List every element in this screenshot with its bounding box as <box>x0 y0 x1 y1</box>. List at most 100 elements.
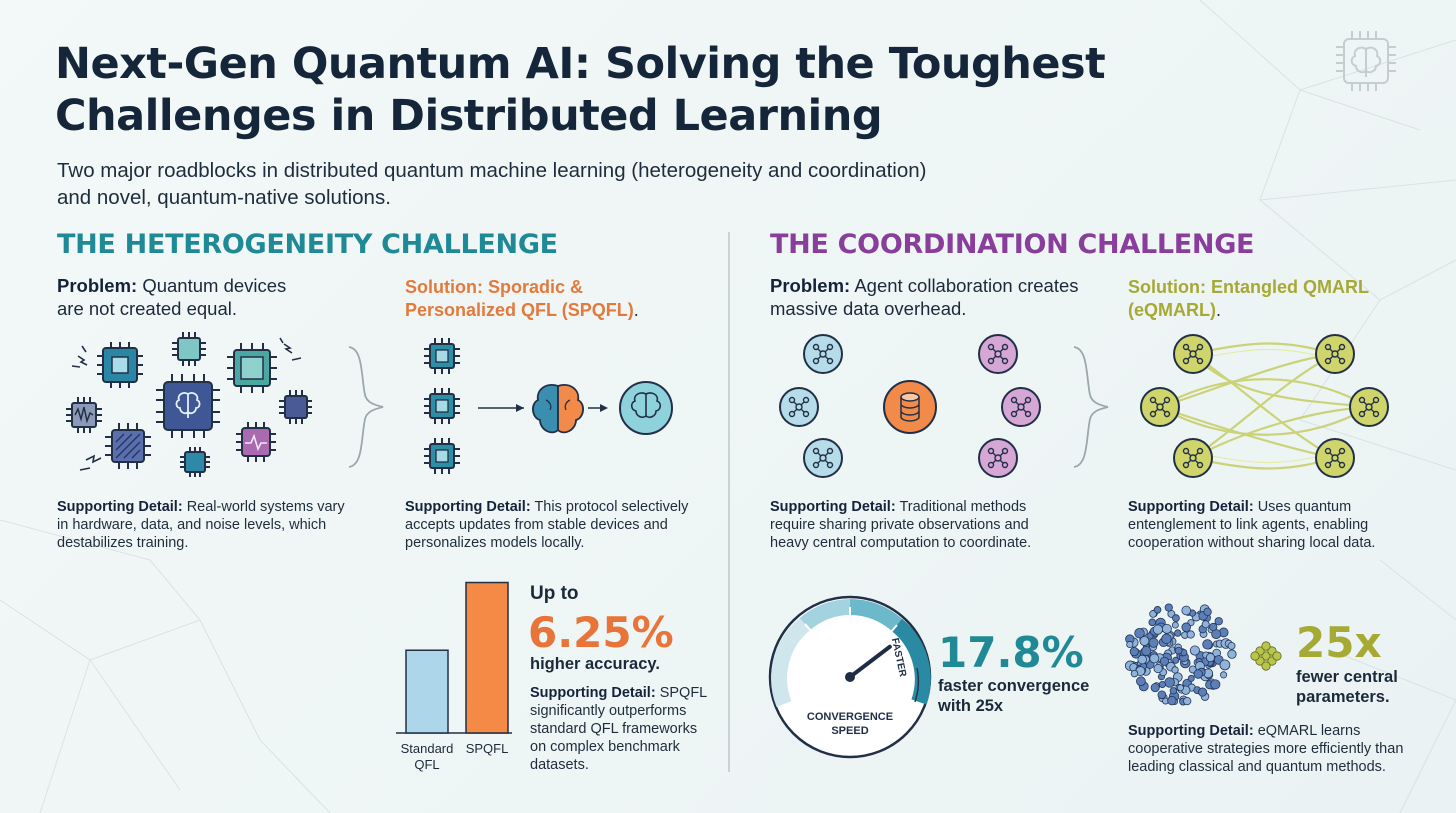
parameter-cluster-icon <box>1125 603 1282 706</box>
bar-category-label: QFL <box>414 757 439 772</box>
coordination-solution-detail: Supporting Detail: Uses quantum entengle… <box>1128 499 1376 551</box>
parameter-dot <box>1205 652 1215 663</box>
coordination-stat1-label-line1: faster convergence <box>938 677 1090 695</box>
parameter-dot <box>1150 683 1160 693</box>
parameter-dot <box>1153 606 1162 614</box>
coordination-problem-label: Problem: <box>770 275 851 296</box>
reduced-parameter-dot <box>1272 651 1282 661</box>
page-subtitle: Two major roadblocks in distributed quan… <box>57 159 927 209</box>
parameter-dot <box>1158 680 1166 689</box>
coordination-stat2-value: 25x <box>1296 618 1382 667</box>
agent-node-icon <box>1315 438 1355 478</box>
gauge-needle <box>848 644 892 679</box>
parameter-dot <box>1171 666 1179 674</box>
reduced-parameter-dot <box>1261 661 1271 671</box>
chip-icon <box>97 342 143 388</box>
parameter-dot <box>1209 622 1218 632</box>
parameter-dot <box>1161 623 1172 634</box>
heterogeneity-section-title: THE HETEROGENEITY CHALLENGE <box>57 229 558 260</box>
coordination-stat2-label-line1: fewer central <box>1296 668 1398 686</box>
reduced-parameter-dot <box>1250 651 1260 661</box>
coordination-problem-detail: Supporting Detail: Traditional methods r… <box>770 499 1032 551</box>
agent-node-icon <box>1173 334 1213 374</box>
parameter-dot <box>1148 618 1157 627</box>
bar-standard-qfl <box>405 649 449 734</box>
parameter-dot <box>1139 636 1150 646</box>
parameter-dot <box>1136 676 1146 687</box>
parameter-dot <box>1157 690 1167 700</box>
bar-category-label: Standard <box>401 741 454 756</box>
heterogeneity-stat-detail: Supporting Detail: SPQFL significantly o… <box>530 685 707 773</box>
chip-icon <box>180 447 210 477</box>
brain-icon <box>532 384 584 434</box>
parameter-dot <box>1176 684 1185 692</box>
parameter-dot <box>1201 620 1210 629</box>
heterogeneity-solution-detail: Supporting Detail: This protocol selecti… <box>405 499 689 551</box>
parameter-dot <box>1219 659 1231 671</box>
parameter-dot <box>1152 624 1164 635</box>
chip-icon <box>424 338 460 374</box>
coordination-stat2-detail: Supporting Detail: eQMARL learns coopera… <box>1128 723 1404 775</box>
agent-node-icon <box>1140 387 1180 427</box>
brain-icon <box>619 381 673 435</box>
parameter-dot <box>1153 663 1163 674</box>
agent-node-icon <box>803 438 843 478</box>
chip-icon <box>227 343 277 393</box>
agent-node-icon <box>803 334 843 374</box>
gauge-label-line2: SPEED <box>831 725 868 737</box>
chip-icon <box>172 332 206 366</box>
parameter-dot <box>1187 674 1195 682</box>
agent-node-icon <box>1349 387 1389 427</box>
section-divider <box>728 232 730 772</box>
agent-node-icon <box>1315 334 1355 374</box>
spqfl-protocol-illustration <box>424 338 673 474</box>
parameter-dot <box>1141 646 1152 657</box>
heterogeneity-problem: Problem: Quantum devices are not created… <box>57 274 317 320</box>
heterogeneity-problem-detail: Supporting Detail: Real-world systems va… <box>57 499 345 551</box>
chip-icon <box>236 422 276 462</box>
parameter-dot <box>1149 653 1160 664</box>
entangled-agents-illustration <box>1140 334 1389 478</box>
agent-node-icon <box>978 438 1018 478</box>
brace-icon <box>348 346 384 468</box>
parameter-dot <box>1161 633 1172 645</box>
bar-category-label: SPQFL <box>466 741 509 756</box>
parameter-dot <box>1198 687 1208 697</box>
agent-node-icon <box>1173 438 1213 478</box>
page-title: Next-Gen Quantum AI: Solving the Toughes… <box>55 39 1106 141</box>
parameter-dot <box>1181 605 1191 616</box>
parameter-dot <box>1126 640 1134 649</box>
agent-node-icon <box>779 387 819 427</box>
chip-icon <box>424 438 460 474</box>
reduced-parameter-dot <box>1261 641 1271 651</box>
agent-node-icon <box>978 334 1018 374</box>
parameter-dot <box>1203 607 1212 617</box>
chip-icon <box>66 397 102 433</box>
parameter-dot <box>1134 627 1145 639</box>
coordination-stat1-value: 17.8% <box>938 628 1084 677</box>
parameter-dot <box>1167 695 1177 706</box>
parameter-dot <box>1214 617 1223 626</box>
parameter-dot <box>1137 654 1147 665</box>
parameter-dot <box>1174 646 1183 655</box>
parameter-dot <box>1129 647 1139 657</box>
parameter-dot <box>1174 629 1182 637</box>
agent-node-icon <box>1001 387 1041 427</box>
heterogeneity-problem-label: Problem: <box>57 275 138 296</box>
parameter-dot <box>1169 687 1178 695</box>
coordination-stat1-label-line2: with 25x <box>938 697 1004 715</box>
agents-central-hub-illustration <box>779 334 1041 478</box>
parameter-dot <box>1220 671 1228 679</box>
brain-chip-logo-icon <box>1336 31 1396 91</box>
heterogeneity-solution-title: Solution: Sporadic & Personalized QFL (S… <box>405 277 639 320</box>
parameter-dot <box>1227 641 1236 650</box>
heterogeneous-devices-illustration <box>66 332 312 477</box>
heterogeneity-stat-value: 6.25% <box>528 608 674 657</box>
parameter-dot <box>1172 614 1180 622</box>
parameter-dot <box>1183 696 1192 706</box>
parameter-dot <box>1148 637 1159 648</box>
parameter-dot <box>1164 677 1175 688</box>
heterogeneity-stat-prefix: Up to <box>530 583 579 604</box>
coordination-section-title: THE COORDINATION CHALLENGE <box>770 229 1255 260</box>
